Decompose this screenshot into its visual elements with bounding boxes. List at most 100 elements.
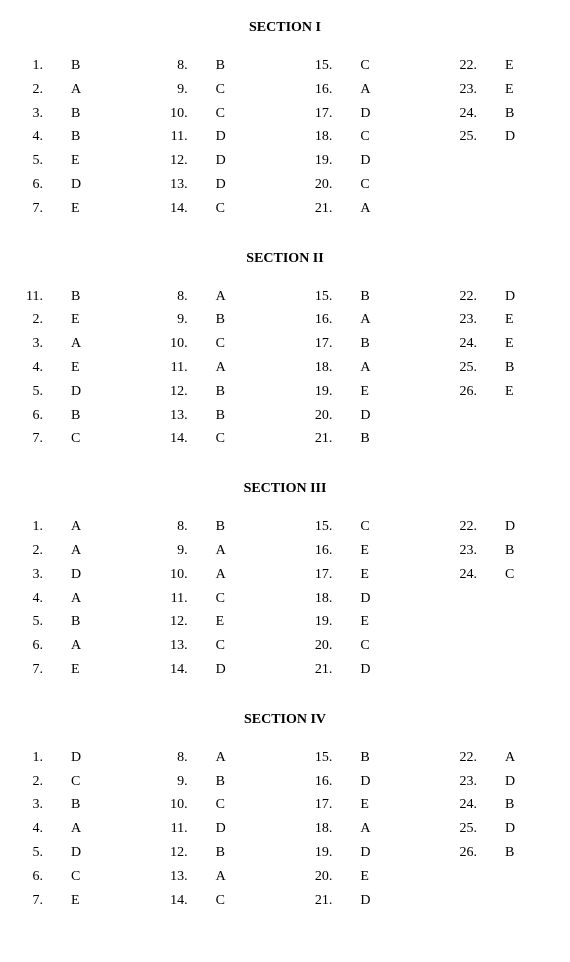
answer-letter: B (43, 404, 121, 428)
answer-row: 16.A (304, 308, 410, 332)
answer-letter: E (332, 380, 410, 404)
answer-column: 1.A2.A3.D4.A5.B6.A7.E (15, 515, 121, 682)
answer-letter: A (43, 817, 121, 841)
answer-row: 18.A (304, 356, 410, 380)
answer-row: 21.B (304, 427, 410, 451)
answer-letter: D (477, 515, 555, 539)
question-number: 9. (160, 539, 188, 563)
answer-letter: A (332, 356, 410, 380)
answer-row: 10.C (160, 102, 266, 126)
answer-grid: 1.B2.A3.B4.B5.E6.D7.E8.B9.C10.C11.D12.D1… (15, 54, 555, 221)
question-number: 10. (160, 332, 188, 356)
answer-row: 18.D (304, 587, 410, 611)
question-number: 14. (160, 427, 188, 451)
answer-row: 22.A (449, 746, 555, 770)
answer-row: 7.C (15, 427, 121, 451)
answer-letter: B (188, 54, 266, 78)
question-number: 19. (304, 149, 332, 173)
question-number: 6. (15, 865, 43, 889)
answer-row: 6.A (15, 634, 121, 658)
question-number: 18. (304, 587, 332, 611)
answer-column: 8.A9.B10.C11.A12.B13.B14.C (160, 285, 266, 452)
answer-letter: A (188, 746, 266, 770)
answer-letter: B (43, 610, 121, 634)
question-number: 23. (449, 78, 477, 102)
question-number: 13. (160, 634, 188, 658)
answer-letter: B (188, 380, 266, 404)
answer-letter: B (332, 746, 410, 770)
question-number: 16. (304, 308, 332, 332)
answer-letter: C (477, 563, 555, 587)
answer-row: 17.E (304, 563, 410, 587)
answer-grid: 1.D2.C3.B4.A5.D6.C7.E8.A9.B10.C11.D12.B1… (15, 746, 555, 913)
question-number: 19. (304, 380, 332, 404)
answer-letter: D (332, 587, 410, 611)
answer-row: 12.B (160, 841, 266, 865)
question-number: 4. (15, 587, 43, 611)
answer-letter: A (332, 78, 410, 102)
question-number: 18. (304, 356, 332, 380)
answer-letter: D (332, 889, 410, 913)
answer-letter: A (188, 539, 266, 563)
question-number: 26. (449, 380, 477, 404)
question-number: 20. (304, 865, 332, 889)
answer-row: 24.E (449, 332, 555, 356)
answer-letter: A (188, 563, 266, 587)
question-number: 24. (449, 332, 477, 356)
question-number: 2. (15, 539, 43, 563)
answer-row: 22.E (449, 54, 555, 78)
answer-letter: C (188, 427, 266, 451)
answer-row: 26.B (449, 841, 555, 865)
answer-column: 22.D23.E24.E25.B26.E (449, 285, 555, 452)
answer-letter: E (332, 539, 410, 563)
answer-letter: D (188, 817, 266, 841)
answer-row: 8.B (160, 515, 266, 539)
answer-letter: D (188, 173, 266, 197)
section-title: SECTION III (15, 481, 555, 497)
answer-letter: C (332, 515, 410, 539)
question-number: 22. (449, 285, 477, 309)
answer-row: 15.C (304, 54, 410, 78)
answer-letter: B (332, 427, 410, 451)
question-number: 17. (304, 563, 332, 587)
answer-row: 11.A (160, 356, 266, 380)
answer-letter: E (43, 308, 121, 332)
question-number: 2. (15, 78, 43, 102)
question-number: 11. (160, 817, 188, 841)
question-number: 13. (160, 865, 188, 889)
answer-row: 20.D (304, 404, 410, 428)
answer-row: 26.E (449, 380, 555, 404)
question-number: 20. (304, 173, 332, 197)
answer-letter: A (332, 197, 410, 221)
answer-letter: E (43, 889, 121, 913)
answer-letter: C (332, 125, 410, 149)
section-title: SECTION I (15, 20, 555, 36)
answer-row: 8.A (160, 285, 266, 309)
question-number: 8. (160, 54, 188, 78)
answer-row: 11.D (160, 125, 266, 149)
question-number: 7. (15, 658, 43, 682)
answer-row: 17.E (304, 793, 410, 817)
answer-row: 5.E (15, 149, 121, 173)
question-number: 12. (160, 149, 188, 173)
answer-letter: B (477, 102, 555, 126)
question-number: 24. (449, 563, 477, 587)
question-number: 11. (15, 285, 43, 309)
question-number: 2. (15, 308, 43, 332)
answer-row: 3.A (15, 332, 121, 356)
question-number: 14. (160, 197, 188, 221)
question-number: 18. (304, 817, 332, 841)
question-number: 12. (160, 841, 188, 865)
question-number: 5. (15, 380, 43, 404)
question-number: 13. (160, 173, 188, 197)
answer-letter: D (43, 746, 121, 770)
answer-letter: E (477, 380, 555, 404)
answer-letter: A (43, 332, 121, 356)
question-number: 11. (160, 356, 188, 380)
question-number: 1. (15, 54, 43, 78)
answer-letter: B (188, 404, 266, 428)
answer-letter: B (477, 539, 555, 563)
answer-column: 1.B2.A3.B4.B5.E6.D7.E (15, 54, 121, 221)
question-number: 10. (160, 102, 188, 126)
answer-row: 21.D (304, 658, 410, 682)
